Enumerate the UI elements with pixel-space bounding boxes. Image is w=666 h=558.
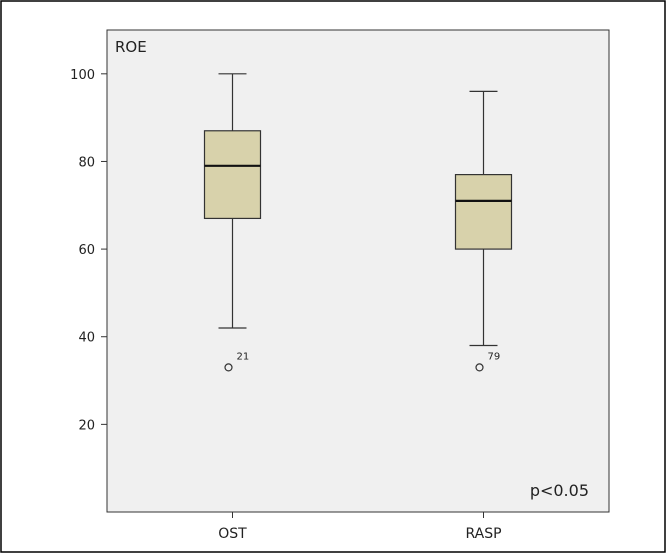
axes-group: 20 40 60 80 100 OST RASP: [70, 68, 501, 542]
outlier-label: 79: [488, 351, 501, 362]
iqr-box: [454, 174, 513, 250]
iqr-box: [203, 130, 262, 220]
x-tick-label: RASP: [465, 526, 501, 542]
y-tick-label: 80: [78, 155, 95, 170]
x-tick-label: OST: [218, 526, 247, 542]
significance-annotation: p<0.05: [530, 481, 589, 500]
outlier-point: [475, 363, 484, 372]
y-tick-label: 60: [78, 243, 95, 258]
boxes-group: 21 79: [203, 73, 513, 372]
outlier-point: [224, 363, 233, 372]
box-rasp: 79: [454, 90, 513, 372]
outlier-label: 21: [237, 351, 250, 362]
y-tick-label: 20: [78, 418, 95, 433]
plot-area: [106, 29, 610, 513]
box-ost: 21: [203, 73, 262, 372]
y-tick-label: 40: [78, 331, 95, 346]
y-tick-label: 100: [70, 68, 95, 83]
chart-title: ROE: [115, 38, 147, 56]
